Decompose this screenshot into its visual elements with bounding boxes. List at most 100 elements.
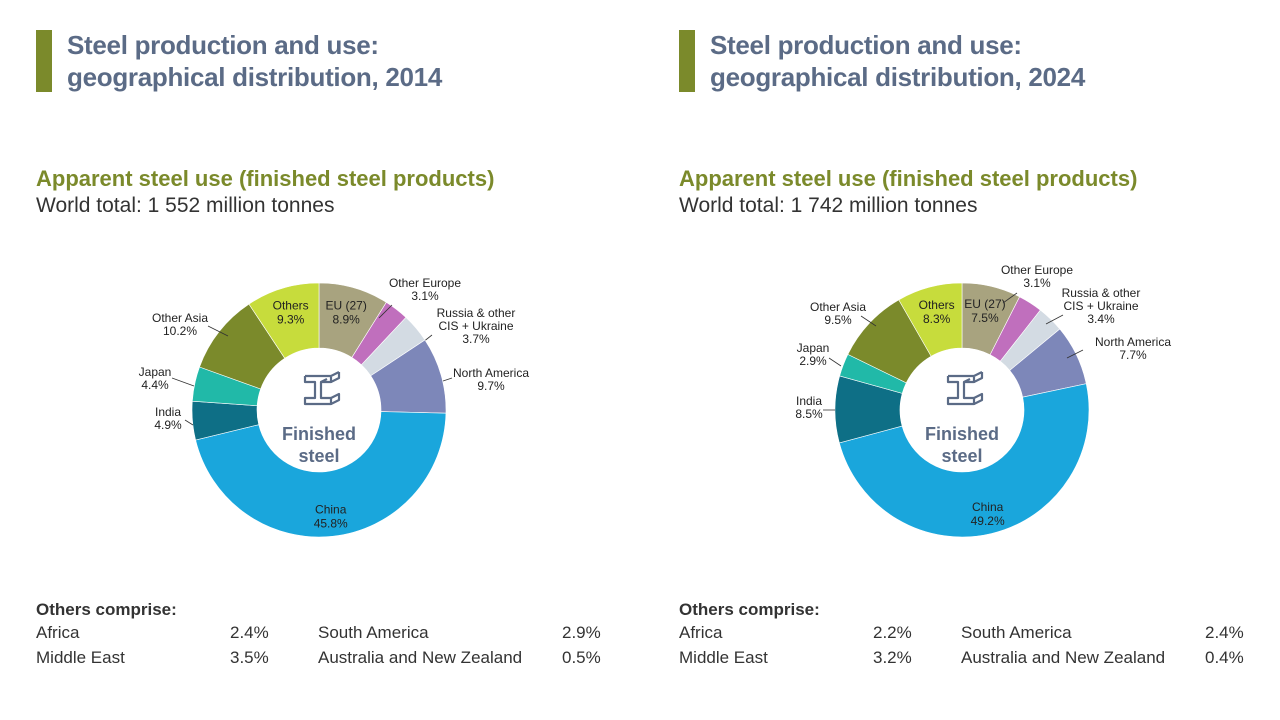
slice-name: CIS + Ukraine [438,319,513,333]
title-accent-bar [36,30,52,92]
others-heading: Others comprise: [36,600,177,619]
others-comprise: Others comprise: Africa 2.2% South Ameri… [679,600,1259,673]
slice-china [838,383,1090,538]
slice-name: China [972,500,1004,514]
others-item-name: South America [961,623,1072,642]
slice-name: India [796,394,822,408]
center-label-line-2: steel [298,446,339,466]
chart-subtitle: Apparent steel use (finished steel produ… [36,166,495,191]
others-item-value: 2.4% [1205,623,1244,642]
others-row: Middle East 3.5% Australia and New Zeala… [36,648,616,673]
others-heading: Others comprise: [679,600,820,619]
slice-name: China [315,502,347,516]
slice-label-eu-27: EU (27)7.5% [964,297,1005,325]
slice-value: 8.5% [795,407,823,421]
others-item-name: Australia and New Zealand [318,648,523,667]
center-label-line-2: steel [941,446,982,466]
others-row: Africa 2.2% South America 2.4% [679,623,1259,648]
title-line-2: geographical distribution, 2024 [710,62,1086,92]
others-item-value: 3.2% [873,648,912,667]
slice-value: 10.2% [163,324,197,338]
slice-value: 7.5% [971,311,999,325]
slice-name: Others [273,299,309,313]
others-item-value: 2.9% [562,623,601,642]
leader-line [184,419,194,426]
others-item-value: 2.2% [873,623,912,642]
title-line-1: Steel production and use: [710,30,1022,60]
slice-value: 9.7% [477,379,505,393]
others-item-name: South America [318,623,429,642]
leader-line [1066,349,1084,359]
others-row: Africa 2.4% South America 2.9% [36,623,616,648]
others-item-value: 0.5% [562,648,601,667]
leader-line [171,377,195,387]
leader-line [860,315,877,327]
slice-value: 8.9% [333,312,361,326]
leader-line [1045,314,1064,325]
slice-name: Other Europe [1001,263,1073,277]
slice-label-eu-27: EU (27)8.9% [326,298,367,326]
center-label-line-1: Finished [925,424,999,444]
donut-center [900,348,1024,472]
page-title: Steel production and use: geographical d… [710,29,1270,93]
leader-line [442,377,453,382]
slice-name: India [155,405,181,419]
others-comprise: Others comprise: Africa 2.4% South Ameri… [36,600,616,673]
slice-value: 4.4% [141,378,169,392]
slice-name: Others [919,298,955,312]
world-total: World total: 1 742 million tonnes [679,194,978,217]
title-accent-bar [679,30,695,92]
others-row: Middle East 3.2% Australia and New Zeala… [679,648,1259,673]
leader-line [207,325,229,337]
slice-value: 8.3% [923,312,951,326]
slice-value: 9.3% [277,313,305,327]
slice-name: North America [1095,335,1171,349]
slice-value: 49.2% [971,514,1005,528]
others-item-value: 0.4% [1205,648,1244,667]
slice-name: EU (27) [326,298,367,312]
others-item-value: 2.4% [230,623,269,642]
leader-line [378,304,393,319]
center-label-line-1: Finished [282,424,356,444]
others-item-name: Middle East [36,648,125,667]
slice-value: 2.9% [799,354,827,368]
panel-2014: Steel production and use: geographical d… [36,29,627,673]
others-item-value: 3.5% [230,648,269,667]
title-line-2: geographical distribution, 2014 [67,62,443,92]
slice-value: 4.9% [154,418,182,432]
slice-value: 3.7% [462,332,490,346]
others-item-name: Australia and New Zealand [961,648,1166,667]
others-item-name: Africa [679,623,723,642]
slice-value: 9.5% [824,313,852,327]
slice-value: 7.7% [1119,348,1147,362]
steel-beam-icon [946,371,984,406]
slice-name: Other Asia [810,300,866,314]
slice-name: Russia & other [1062,286,1141,300]
title-line-1: Steel production and use: [67,30,379,60]
donut-center [257,348,381,472]
steel-beam-icon [303,371,341,406]
chart-subtitle: Apparent steel use (finished steel produ… [679,166,1138,191]
slice-name: Other Europe [389,276,461,290]
world-total: World total: 1 552 million tonnes [36,194,335,217]
page-title: Steel production and use: geographical d… [67,29,627,93]
slice-value: 3.1% [1023,276,1051,290]
slice-name: Japan [139,365,172,379]
slice-name: Japan [797,341,830,355]
slice-name: EU (27) [964,297,1005,311]
